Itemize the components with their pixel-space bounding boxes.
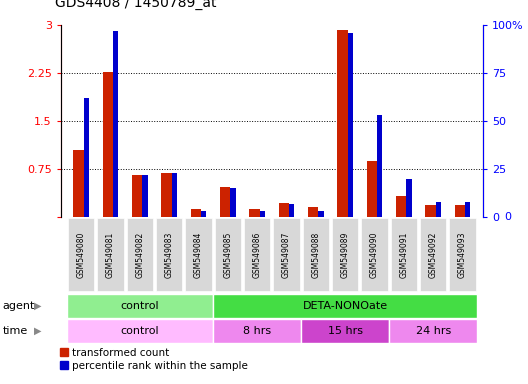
Bar <box>426 205 436 217</box>
FancyBboxPatch shape <box>244 218 270 291</box>
FancyBboxPatch shape <box>185 218 212 291</box>
Legend: transformed count, percentile rank within the sample: transformed count, percentile rank withi… <box>55 344 252 375</box>
Bar <box>455 205 465 217</box>
Text: GSM549090: GSM549090 <box>370 231 379 278</box>
Bar <box>143 175 148 217</box>
Text: 0: 0 <box>504 212 511 222</box>
Text: GSM549091: GSM549091 <box>399 231 409 278</box>
Bar <box>396 197 407 217</box>
Bar <box>260 211 265 217</box>
FancyBboxPatch shape <box>303 218 329 291</box>
FancyBboxPatch shape <box>332 218 359 291</box>
Text: DETA-NONOate: DETA-NONOate <box>303 301 388 311</box>
Bar <box>318 211 324 217</box>
FancyBboxPatch shape <box>213 319 301 343</box>
Bar <box>172 173 177 217</box>
FancyBboxPatch shape <box>156 218 183 291</box>
FancyBboxPatch shape <box>213 294 477 318</box>
Bar <box>308 207 318 217</box>
Text: GSM549081: GSM549081 <box>106 231 115 278</box>
Text: GSM549083: GSM549083 <box>165 231 174 278</box>
Text: 15 hrs: 15 hrs <box>328 326 363 336</box>
Text: GSM549084: GSM549084 <box>194 231 203 278</box>
Bar <box>279 203 289 217</box>
Bar <box>220 187 230 217</box>
Text: 24 hrs: 24 hrs <box>416 326 451 336</box>
Text: agent: agent <box>3 301 35 311</box>
FancyBboxPatch shape <box>97 218 124 291</box>
Text: control: control <box>120 326 159 336</box>
Bar <box>132 175 143 217</box>
Text: ▶: ▶ <box>34 326 42 336</box>
Bar <box>367 161 377 217</box>
FancyBboxPatch shape <box>301 319 389 343</box>
Bar <box>191 209 201 217</box>
Bar <box>337 30 348 217</box>
Text: GSM549093: GSM549093 <box>458 231 467 278</box>
FancyBboxPatch shape <box>67 319 213 343</box>
FancyBboxPatch shape <box>215 218 241 291</box>
FancyBboxPatch shape <box>127 218 153 291</box>
Bar <box>407 179 412 217</box>
Text: GSM549085: GSM549085 <box>223 231 232 278</box>
Bar <box>289 204 294 217</box>
Bar <box>377 115 382 217</box>
Text: 8 hrs: 8 hrs <box>243 326 271 336</box>
Text: GSM549089: GSM549089 <box>341 231 350 278</box>
FancyBboxPatch shape <box>420 218 447 291</box>
Bar <box>348 33 353 217</box>
FancyBboxPatch shape <box>68 218 95 291</box>
Text: GSM549082: GSM549082 <box>135 231 145 278</box>
FancyBboxPatch shape <box>449 218 476 291</box>
Text: GSM549080: GSM549080 <box>77 231 86 278</box>
Bar <box>84 98 89 217</box>
FancyBboxPatch shape <box>67 294 213 318</box>
Bar <box>201 211 206 217</box>
FancyBboxPatch shape <box>361 218 388 291</box>
Bar <box>103 72 113 217</box>
Bar <box>465 202 470 217</box>
Text: GSM549086: GSM549086 <box>253 231 262 278</box>
Text: GSM549088: GSM549088 <box>312 231 320 278</box>
Bar <box>162 174 172 217</box>
Text: GSM549087: GSM549087 <box>282 231 291 278</box>
Bar <box>73 150 84 217</box>
Bar <box>230 188 235 217</box>
Text: time: time <box>3 326 28 336</box>
FancyBboxPatch shape <box>389 319 477 343</box>
Bar <box>250 209 260 217</box>
FancyBboxPatch shape <box>274 218 300 291</box>
Text: GSM549092: GSM549092 <box>429 231 438 278</box>
Text: GDS4408 / 1450789_at: GDS4408 / 1450789_at <box>55 0 217 10</box>
FancyBboxPatch shape <box>391 218 417 291</box>
Bar <box>436 202 441 217</box>
Text: ▶: ▶ <box>34 301 42 311</box>
Text: control: control <box>120 301 159 311</box>
Bar <box>113 31 118 217</box>
